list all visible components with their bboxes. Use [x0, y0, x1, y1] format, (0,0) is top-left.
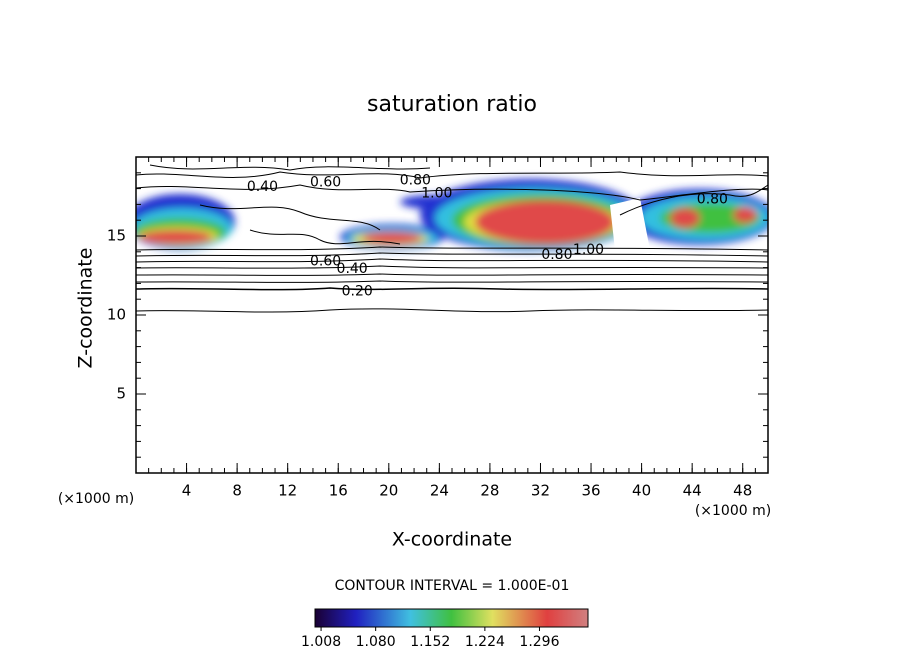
contour-label: 1.00	[573, 242, 604, 258]
x-tick-label: 44	[683, 482, 702, 500]
contour-label: 1.00	[421, 185, 452, 201]
x-tick-label: 40	[632, 482, 651, 500]
x-tick-label: 4	[182, 482, 192, 500]
y-unit: (×1000 m)	[58, 491, 134, 507]
x-tick-label: 24	[430, 482, 449, 500]
colorbar-label: 1.224	[465, 634, 505, 650]
y-axis-label: Z-coordinate	[75, 248, 97, 369]
colorbar-label: 1.008	[301, 634, 341, 650]
contour-label: 0.40	[337, 261, 368, 277]
x-tick-label: 36	[581, 482, 600, 500]
x-tick-label: 20	[379, 482, 398, 500]
x-axis-label: X-coordinate	[392, 529, 512, 551]
contour-label: 0.60	[310, 253, 341, 269]
x-tick-label: 32	[531, 482, 550, 500]
chart-title: saturation ratio	[367, 92, 537, 117]
contour-interval: CONTOUR INTERVAL = 1.000E-01	[335, 578, 570, 594]
contour-label: 0.80	[697, 192, 728, 208]
x-tick-label: 48	[733, 482, 752, 500]
y-tick-label: 15	[107, 227, 126, 245]
contour-label: 0.40	[247, 179, 278, 195]
contour-label: 0.60	[310, 174, 341, 190]
x-unit: (×1000 m)	[695, 503, 771, 519]
x-tick-label: 28	[480, 482, 499, 500]
x-tick-label: 12	[278, 482, 297, 500]
contour-label: 0.20	[342, 283, 373, 299]
filled-regions	[136, 179, 768, 251]
contour-label: 0.80	[400, 173, 431, 189]
contour-lines	[136, 164, 768, 313]
x-tick-label: 8	[232, 482, 242, 500]
colorbar-label: 1.296	[519, 634, 559, 650]
contour-label: 0.80	[541, 247, 572, 263]
y-tick-label: 5	[116, 385, 126, 403]
y-tick-label: 10	[107, 306, 126, 324]
colorbar-label: 1.080	[356, 634, 396, 650]
colorbar	[314, 608, 589, 628]
x-tick-label: 16	[329, 482, 348, 500]
colorbar-label: 1.152	[410, 634, 450, 650]
